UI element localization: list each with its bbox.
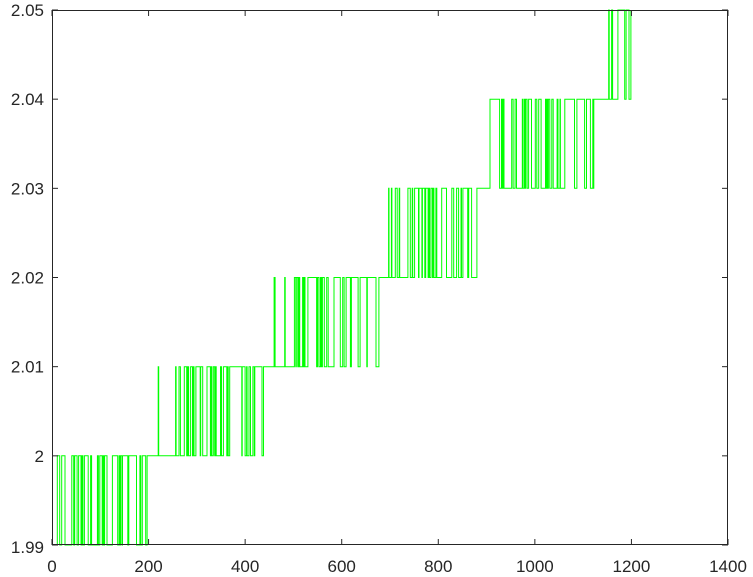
y-tick-label: 2 (35, 447, 44, 466)
x-tick-label: 1200 (613, 557, 651, 576)
x-tick-label: 200 (134, 557, 162, 576)
x-tick-label: 800 (424, 557, 452, 576)
y-tick-label: 2.02 (11, 269, 44, 288)
series-layer (52, 9, 632, 546)
y-tick-label: 2.04 (11, 90, 44, 109)
x-axis: 0 200 400 600 800 1000 1200 1400 (47, 10, 747, 576)
x-tick-label: 0 (47, 557, 56, 576)
y-tick-label: 2.03 (11, 179, 44, 198)
x-tick-label: 1000 (516, 557, 554, 576)
y-tick-label: 1.99 (11, 538, 44, 557)
signal-line (52, 9, 632, 546)
x-tick-label: 1400 (709, 557, 747, 576)
y-tick-label: 2.01 (11, 358, 44, 377)
y-tick-label: 2.05 (11, 1, 44, 20)
x-tick-label: 400 (231, 557, 259, 576)
y-axis: 1.99 2 2.01 2.02 2.03 2.04 2.05 (11, 1, 728, 557)
x-tick-label: 600 (328, 557, 356, 576)
